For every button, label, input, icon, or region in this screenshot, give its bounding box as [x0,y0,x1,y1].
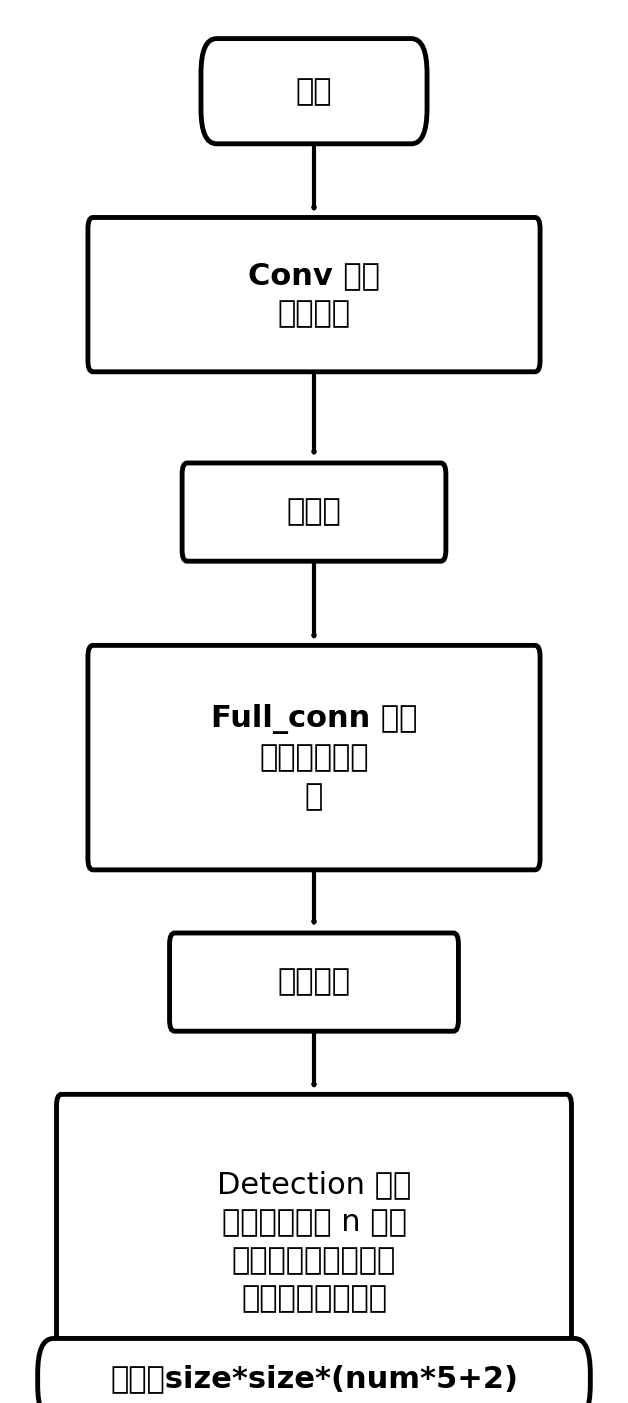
Text: 图片: 图片 [296,77,332,105]
Text: 特征向量: 特征向量 [278,968,350,996]
Text: Detection 层：
对每个网格的 n 个边
界框位置和大小进行
回归，输出置信度: Detection 层： 对每个网格的 n 个边 界框位置和大小进行 回归，输出… [217,1170,411,1313]
Text: Conv 层：
提取特征: Conv 层： 提取特征 [248,261,380,328]
Text: 特征图: 特征图 [286,498,342,526]
FancyBboxPatch shape [57,1094,571,1389]
FancyBboxPatch shape [201,38,427,143]
FancyBboxPatch shape [88,217,540,372]
FancyBboxPatch shape [182,463,446,561]
FancyBboxPatch shape [38,1338,590,1403]
Text: 向量：size*size*(num*5+2): 向量：size*size*(num*5+2) [110,1365,518,1393]
Text: Full_conn 层：
预测位置和类
别: Full_conn 层： 预测位置和类 别 [211,704,417,811]
FancyBboxPatch shape [88,645,540,870]
FancyBboxPatch shape [170,933,458,1031]
